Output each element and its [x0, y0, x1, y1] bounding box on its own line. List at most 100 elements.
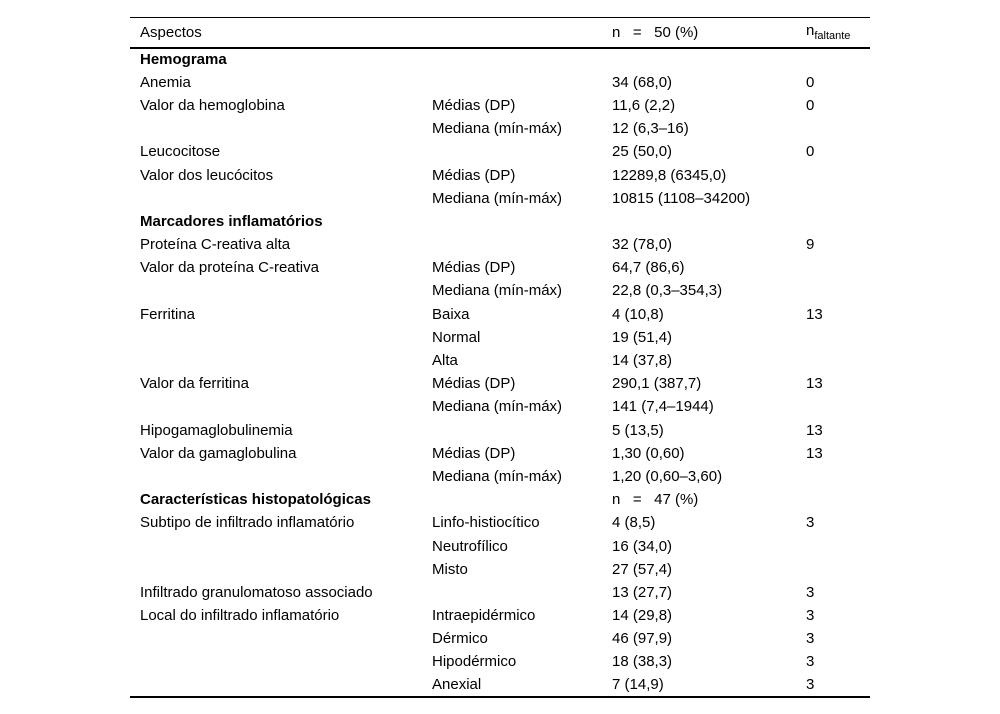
- value-cell: 64,7 (86,6): [612, 259, 685, 277]
- missing-cell: [806, 395, 870, 418]
- table-row: Subtipo de infiltrado inflamatório Linfo-…: [130, 511, 870, 534]
- missing-cell: [806, 349, 870, 372]
- aspect-cell: Características histopatológicas: [140, 491, 371, 509]
- value-cell: 34 (68,0): [612, 73, 673, 91]
- table-row: Valor da gamaglobulina Médias (DP) 1,30 (0…: [130, 442, 870, 465]
- category-cell: Hipodérmico: [432, 653, 517, 671]
- missing-cell: [806, 326, 870, 349]
- aspect-cell: Ferritina: [140, 305, 196, 323]
- aspect-cell: Local do infiltrado inflamatório: [140, 607, 340, 625]
- value-cell: 10815 (1108–34200): [612, 189, 751, 207]
- aspect-cell: [130, 349, 432, 372]
- missing-cell: 13: [806, 444, 823, 462]
- category-cell: [432, 48, 612, 71]
- table-row: Hipodérmico 18 (38,3) 3: [130, 650, 870, 673]
- missing-cell: [806, 163, 870, 186]
- table-row: Hipogamaglobulinemia 5 (13,5) 13: [130, 419, 870, 442]
- category-cell: Médias (DP): [432, 375, 516, 393]
- value-cell: 25 (50,0): [612, 143, 673, 161]
- aspect-cell: Subtipo de infiltrado inflamatório: [140, 514, 355, 532]
- value-cell: 19 (51,4): [612, 328, 673, 346]
- value-cell: 13 (27,7): [612, 583, 673, 601]
- category-cell: Linfo-histiocítico: [432, 514, 540, 532]
- value-cell: 141 (7,4–1944): [612, 398, 714, 416]
- missing-cell: 0: [806, 96, 815, 114]
- category-cell: [432, 488, 612, 511]
- value-cell: 18 (38,3): [612, 653, 673, 671]
- table-row: Mediana (mín-máx) 10815 (1108–34200): [130, 187, 870, 210]
- table-row: Mediana (mín-máx) 22,8 (0,3–354,3): [130, 279, 870, 302]
- missing-cell: [806, 465, 870, 488]
- missing-cell: 3: [806, 630, 815, 648]
- table-row: Leucocitose 25 (50,0) 0: [130, 140, 870, 163]
- value-cell: 14 (37,8): [612, 352, 673, 370]
- header-category: [432, 18, 612, 48]
- category-cell: Médias (DP): [432, 444, 516, 462]
- value-cell: 12 (6,3–16): [612, 120, 689, 138]
- table-header-row: Aspectos n = 50 (%) nfaltante: [130, 18, 870, 48]
- category-cell: [432, 419, 612, 442]
- category-cell: Mediana (mín-máx): [432, 282, 563, 300]
- category-cell: Médias (DP): [432, 259, 516, 277]
- category-cell: [432, 140, 612, 163]
- header-aspectos: Aspectos: [140, 23, 202, 41]
- category-cell: [432, 210, 612, 233]
- aspect-cell: Infiltrado granulomatoso associado: [140, 583, 373, 601]
- aspect-cell: Hipogamaglobulinemia: [140, 421, 293, 439]
- category-cell: Médias (DP): [432, 96, 516, 114]
- value-cell: 1,20 (0,60–3,60): [612, 467, 723, 485]
- category-cell: Dérmico: [432, 630, 488, 648]
- table-row: Proteína C-reativa alta 32 (78,0) 9: [130, 233, 870, 256]
- aspect-cell: Valor da gamaglobulina: [140, 444, 297, 462]
- value-cell: 22,8 (0,3–354,3): [612, 282, 723, 300]
- missing-cell: [806, 187, 870, 210]
- results-table: Aspectos n = 50 (%) nfaltante Hemograma A…: [130, 17, 870, 698]
- table-row: Mediana (mín-máx) 141 (7,4–1944): [130, 395, 870, 418]
- header-n-missing: nfaltante: [806, 18, 870, 48]
- missing-cell: 9: [806, 236, 815, 254]
- table-row: Normal 19 (51,4): [130, 326, 870, 349]
- aspect-cell: [130, 279, 432, 302]
- missing-cell: [806, 48, 870, 71]
- category-cell: Mediana (mín-máx): [432, 120, 563, 138]
- missing-cell: 3: [806, 583, 815, 601]
- value-cell: 1,30 (0,60): [612, 444, 685, 462]
- table-row: Alta 14 (37,8): [130, 349, 870, 372]
- missing-cell: [806, 279, 870, 302]
- value-cell: 7 (14,9): [612, 676, 664, 694]
- aspect-cell: [130, 674, 432, 697]
- aspect-cell: [130, 395, 432, 418]
- value-cell: 14 (29,8): [612, 607, 673, 625]
- value-cell: 12289,8 (6345,0): [612, 166, 727, 184]
- header-n-missing-subscript: faltante: [814, 30, 851, 43]
- missing-cell: 0: [806, 73, 815, 91]
- value-cell: 5 (13,5): [612, 421, 664, 439]
- aspect-cell: [130, 187, 432, 210]
- table-row: Dérmico 46 (97,9) 3: [130, 627, 870, 650]
- aspect-cell: [130, 465, 432, 488]
- value-cell: n = 47 (%): [612, 491, 699, 509]
- category-cell: [432, 581, 612, 604]
- category-cell: Alta: [432, 352, 458, 370]
- section-row: Marcadores inflamatórios: [130, 210, 870, 233]
- table-row: Local do infiltrado inflamatório Intraepi…: [130, 604, 870, 627]
- table-row: Ferritina Baixa 4 (10,8) 13: [130, 303, 870, 326]
- category-cell: Neutrofílico: [432, 537, 508, 555]
- category-cell: [432, 71, 612, 94]
- missing-cell: 3: [806, 607, 815, 625]
- aspect-cell: Anemia: [140, 73, 191, 91]
- missing-cell: 3: [806, 514, 815, 532]
- value-cell: 11,6 (2,2): [612, 96, 676, 114]
- category-cell: Mediana (mín-máx): [432, 189, 563, 207]
- section-row: Características histopatológicas n = 47 (…: [130, 488, 870, 511]
- value-cell: 4 (8,5): [612, 514, 656, 532]
- category-cell: Intraepidérmico: [432, 607, 536, 625]
- missing-cell: [806, 558, 870, 581]
- aspect-cell: [130, 650, 432, 673]
- category-cell: [432, 233, 612, 256]
- value-cell: [612, 210, 806, 233]
- aspect-cell: Hemograma: [140, 51, 227, 69]
- aspect-cell: Proteína C-reativa alta: [140, 236, 291, 254]
- aspect-cell: [130, 117, 432, 140]
